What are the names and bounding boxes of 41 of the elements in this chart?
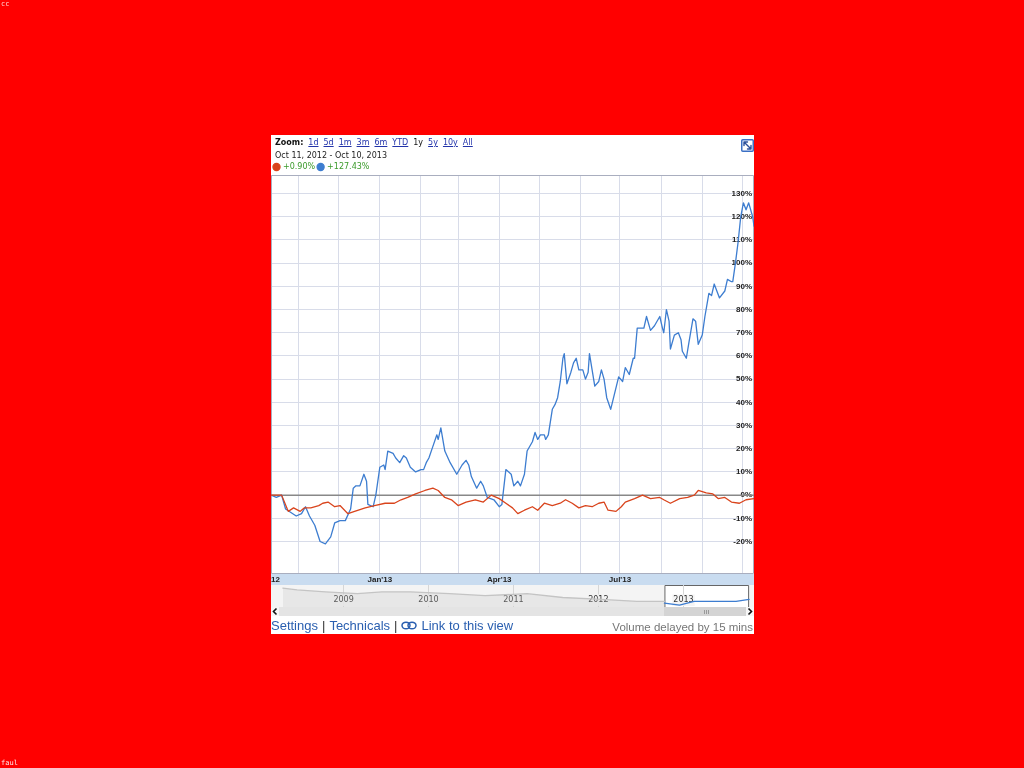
text: | xyxy=(394,618,398,633)
legend-label: +0.90% xyxy=(283,162,316,172)
text: 1y xyxy=(413,138,424,148)
y-tick-label: -20% xyxy=(733,536,752,546)
y-tick-label: 10% xyxy=(735,467,752,477)
text: Link to this view xyxy=(420,618,514,633)
text: YTD xyxy=(392,138,409,148)
text: 5d xyxy=(323,138,334,148)
text: 1m xyxy=(338,138,352,148)
legend-label: +127.43% xyxy=(327,162,370,172)
y-tick-label: -10% xyxy=(733,513,752,523)
text: 3m xyxy=(356,138,370,148)
text: Zoom: xyxy=(275,138,304,148)
text: All xyxy=(462,138,473,148)
text: Settings xyxy=(271,618,318,633)
x-tick-label: 2010 xyxy=(418,595,439,605)
y-tick-label: 50% xyxy=(735,374,752,384)
x-tick-label: 2009 xyxy=(333,595,354,605)
y-tick-label: 60% xyxy=(735,351,752,361)
y-tick-label: 90% xyxy=(735,281,752,291)
chart-subtitle: Oct 11, 2012 - Oct 10, 2013 xyxy=(275,151,387,161)
x-tick-label: Jan'13 xyxy=(367,575,393,584)
text: | xyxy=(321,618,326,633)
y-tick-label: 70% xyxy=(735,327,752,337)
text: 1d xyxy=(308,138,319,148)
x-tick-label: Apr'13 xyxy=(486,575,513,584)
text: 5y xyxy=(428,138,438,148)
y-tick-label: 20% xyxy=(735,443,752,453)
y-tick-label: 80% xyxy=(735,304,752,314)
x-tick-label: Jul'13 xyxy=(608,575,632,584)
y-tick-label: 130% xyxy=(731,188,752,198)
x-tick-label: 2011 xyxy=(503,595,524,605)
text: Technicals xyxy=(329,618,391,633)
y-tick-label: 40% xyxy=(735,397,752,407)
text: Volume delayed by 15 mins xyxy=(612,620,753,634)
y-tick-label: 30% xyxy=(735,420,752,430)
x-tick-label: 12 xyxy=(271,575,281,584)
x-tick-label: 2012 xyxy=(588,595,609,605)
text: 6m xyxy=(374,138,388,148)
x-tick-label: 2013 xyxy=(673,595,694,605)
text: 10y xyxy=(442,138,458,148)
